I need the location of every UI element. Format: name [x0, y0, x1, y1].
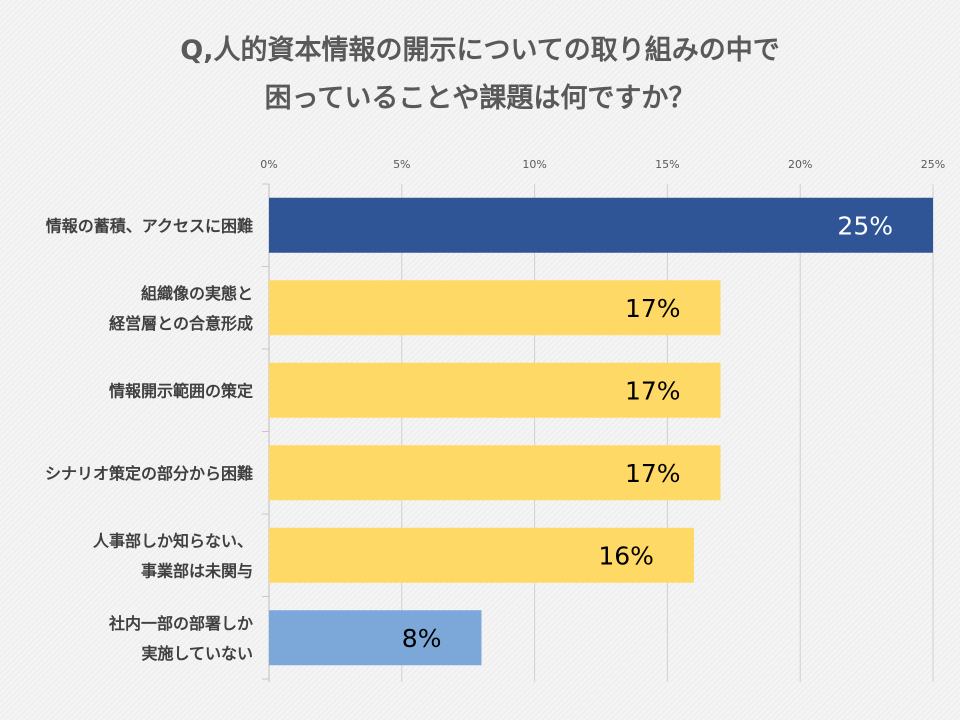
tick-label-10: 10%	[522, 158, 546, 171]
category-label-0-0: 情報の蓄積、アクセスに困難	[46, 216, 253, 235]
category-label-5-0: 社内一部の部署しか	[108, 614, 253, 633]
bar-1	[269, 280, 721, 336]
tick-label-0: 0%	[260, 158, 277, 171]
data-label-3: 17%	[625, 459, 681, 488]
chart-title-line-2: 困っていることや課題は何ですか？	[264, 83, 696, 114]
tick-label-5: 5%	[393, 158, 410, 171]
bar-3	[269, 445, 721, 501]
bar-4	[269, 527, 694, 583]
category-label-1-0: 組織像の実態と	[141, 284, 253, 303]
tick-label-15: 15%	[655, 158, 679, 171]
bar-0	[269, 197, 933, 253]
data-label-4: 16%	[598, 541, 654, 570]
category-label-2-0: 情報開示範囲の策定	[109, 381, 253, 400]
category-label-4-0: 人事部しか知らない、	[93, 531, 253, 550]
category-label-3-0: シナリオ策定の部分から困難	[45, 464, 253, 483]
data-label-5: 8%	[402, 624, 442, 653]
bar-5	[269, 610, 482, 666]
data-label-1: 17%	[625, 294, 681, 323]
bar-2	[269, 362, 721, 418]
category-label-1-1: 経営層との合意形成	[109, 314, 253, 333]
category-label-4-1: 事業部は未関与	[141, 561, 253, 580]
tick-label-20: 20%	[788, 158, 812, 171]
chart-title-line-1: Q,人的資本情報の開示についての取り組みの中で	[180, 35, 780, 66]
tick-label-25: 25%	[921, 158, 945, 171]
category-label-5-1: 実施していない	[141, 644, 253, 663]
data-label-2: 17%	[625, 376, 681, 405]
data-label-0: 25%	[837, 211, 893, 240]
